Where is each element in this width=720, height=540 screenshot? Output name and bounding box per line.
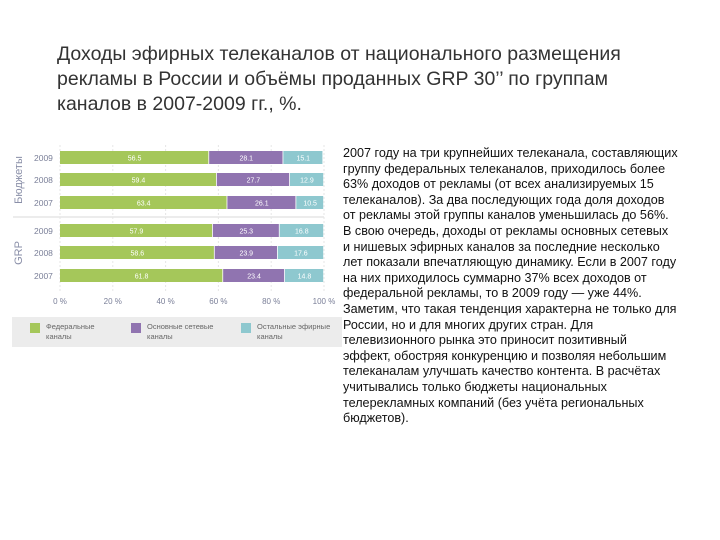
bar-1-0 bbox=[60, 173, 217, 186]
value-label-4-0: 58.6 bbox=[131, 251, 145, 258]
x-tick-label-1: 20 % bbox=[104, 297, 122, 306]
value-label-3-2: 16.8 bbox=[295, 229, 309, 236]
year-label-5: 2007 bbox=[34, 271, 53, 281]
value-label-0-1: 28.1 bbox=[239, 156, 253, 163]
x-tick-label-3: 60 % bbox=[209, 297, 227, 306]
legend-label-2-line1: Остальные эфирные bbox=[257, 322, 330, 331]
legend-swatch-1 bbox=[131, 323, 141, 333]
legend-label-2-line2: каналы bbox=[257, 332, 283, 341]
bar-2-0 bbox=[60, 196, 227, 209]
legend-label-1-line2: каналы bbox=[147, 332, 173, 341]
value-label-3-0: 57.9 bbox=[130, 229, 144, 236]
bar-2-2 bbox=[296, 196, 324, 209]
bar-2-1 bbox=[227, 196, 296, 209]
year-label-3: 2009 bbox=[34, 226, 53, 236]
value-label-4-1: 23.9 bbox=[239, 251, 253, 258]
x-tick-label-0: 0 % bbox=[53, 297, 67, 306]
bar-3-2 bbox=[279, 224, 324, 237]
bar-3-0 bbox=[60, 224, 213, 237]
legend-label-1-line1: Основные сетевые bbox=[147, 322, 213, 331]
value-label-1-2: 12.9 bbox=[300, 178, 314, 185]
bar-4-1 bbox=[214, 246, 277, 259]
x-tick-label-2: 40 % bbox=[156, 297, 174, 306]
value-label-1-0: 59.4 bbox=[132, 178, 146, 185]
chart-svg: Бюджеты GRP 2009 56.5 28.1 15.1 2008 59.4 27.7 12… bbox=[12, 145, 342, 347]
value-label-2-0: 63.4 bbox=[137, 201, 151, 208]
group-label-1: GRP bbox=[13, 241, 25, 265]
value-label-2-1: 26.1 bbox=[255, 201, 269, 208]
legend-swatch-0 bbox=[30, 323, 40, 333]
group-label-strip bbox=[12, 145, 26, 293]
bar-5-2 bbox=[284, 269, 324, 282]
legend-label-0-line1: Федеральные bbox=[46, 322, 95, 331]
bar-0-0 bbox=[60, 151, 209, 164]
value-label-4-2: 17.6 bbox=[294, 251, 308, 258]
bar-5-1 bbox=[223, 269, 285, 282]
body-text: 2007 году на три крупнейших телеканала, … bbox=[343, 146, 678, 426]
value-label-5-2: 14.8 bbox=[298, 274, 312, 281]
bar-0-1 bbox=[209, 151, 283, 164]
legend-background bbox=[12, 317, 342, 347]
x-tick-label-5: 100 % bbox=[313, 297, 336, 306]
year-label-0: 2009 bbox=[34, 153, 53, 163]
value-label-5-0: 61.8 bbox=[135, 274, 149, 281]
bar-0-2 bbox=[283, 151, 323, 164]
legend-swatch-2 bbox=[241, 323, 251, 333]
legend-label-0-line2: каналы bbox=[46, 332, 72, 341]
group-label-0: Бюджеты bbox=[13, 156, 25, 204]
year-label-2: 2007 bbox=[34, 198, 53, 208]
bar-1-1 bbox=[216, 173, 290, 186]
value-label-0-2: 15.1 bbox=[296, 156, 310, 163]
value-label-0-0: 56.5 bbox=[128, 156, 142, 163]
slide-title: Доходы эфирных телеканалов от национальн… bbox=[57, 43, 621, 115]
bar-5-0 bbox=[60, 269, 223, 282]
value-label-3-1: 25.3 bbox=[239, 229, 253, 236]
x-tick-label-4: 80 % bbox=[262, 297, 280, 306]
value-label-5-1: 23.4 bbox=[247, 274, 261, 281]
value-label-2-2: 10.5 bbox=[303, 201, 317, 208]
bar-4-0 bbox=[60, 246, 214, 259]
bar-3-1 bbox=[212, 224, 279, 237]
value-label-1-1: 27.7 bbox=[247, 178, 261, 185]
bar-4-2 bbox=[277, 246, 324, 259]
stacked-bar-chart: Бюджеты GRP 2009 56.5 28.1 15.1 2008 59.4 27.7 12… bbox=[8, 143, 342, 355]
year-label-4: 2008 bbox=[34, 248, 53, 258]
bar-1-2 bbox=[289, 173, 324, 186]
year-label-1: 2008 bbox=[34, 175, 53, 185]
